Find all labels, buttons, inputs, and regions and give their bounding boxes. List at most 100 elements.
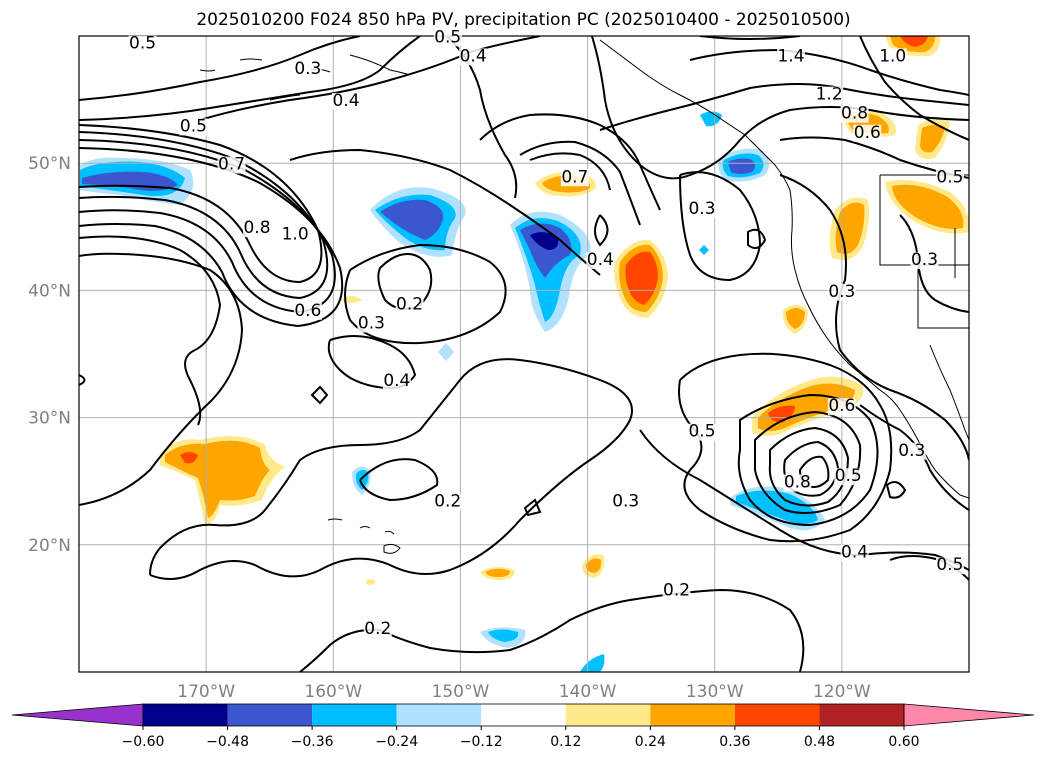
contour-label: 0.3 — [898, 441, 925, 461]
map-frame — [78, 35, 970, 673]
contour-label: 0.8 — [784, 473, 811, 493]
contour-label: 0.4 — [383, 371, 410, 391]
colorbar-segment — [819, 704, 904, 726]
latitude-labels: 20°N 30°N 40°N 50°N — [28, 154, 71, 556]
contour-label: 0.4 — [332, 91, 359, 111]
pv-contour — [79, 124, 323, 284]
contour-label: 0.5 — [434, 27, 461, 47]
contour-label: 0.2 — [364, 619, 391, 639]
contour-label-bg — [382, 372, 411, 390]
pv-contour — [859, 36, 969, 141]
precip-area — [380, 199, 444, 240]
colorbar-tick-label: −0.12 — [460, 734, 503, 750]
pv-contour — [768, 426, 850, 507]
contour-label-bg — [878, 48, 907, 66]
pv-contour — [679, 171, 762, 282]
contour-label: 0.5 — [936, 167, 963, 187]
precip-area — [580, 654, 605, 672]
contour-label-bg — [827, 283, 856, 301]
contour-label: 0.3 — [828, 282, 855, 302]
pv-contour — [344, 243, 507, 345]
pv-contour — [359, 458, 439, 502]
colorbar-segment — [565, 704, 651, 726]
contour-label-bg — [834, 468, 863, 486]
pv-contour — [310, 385, 329, 405]
contour-label: 0.6 — [294, 301, 321, 321]
pv-contour — [678, 352, 893, 543]
pv-contour — [479, 113, 661, 211]
pv-contour — [79, 131, 329, 300]
colorbar-segment — [650, 704, 735, 726]
coastline-path — [599, 39, 969, 499]
pv-contour — [590, 36, 969, 180]
contour-label-bg — [611, 493, 640, 511]
contour-label-bg — [293, 61, 322, 79]
pv-contour — [899, 214, 969, 313]
contour-label: 0.3 — [294, 59, 321, 79]
figure-title: 2025010200 F024 850 hPa PV, precipitatio… — [196, 10, 851, 30]
precip-area — [530, 232, 559, 250]
contour-label-bg — [897, 442, 926, 460]
precip-area — [728, 158, 755, 174]
lon-tick-label: 140°W — [559, 682, 617, 702]
contour-label-bg — [560, 169, 589, 187]
colorbar-tick-label: 0.48 — [804, 734, 835, 750]
contour-label-bg — [217, 156, 246, 174]
contour-label: 0.5 — [180, 116, 207, 136]
contour-label-bg — [783, 474, 812, 492]
contour-label-bg — [853, 124, 882, 142]
contour-label: 1.4 — [777, 46, 804, 66]
precip-area — [736, 490, 818, 524]
contour-label: 0.7 — [561, 167, 588, 187]
contour-label-bg — [910, 251, 939, 269]
contour-label-bg — [688, 201, 716, 219]
contour-label: 0.2 — [434, 492, 461, 512]
colorbar-tick-label: 0.24 — [635, 734, 666, 750]
colorbar-tick-label: 0.12 — [550, 734, 581, 750]
contour-label: 1.0 — [282, 225, 309, 245]
colorbar: −0.60 −0.48 −0.36 −0.24 −0.12 0.12 0.24 0.36 0.4… — [11, 703, 1035, 750]
contour-label: 0.7 — [218, 155, 245, 175]
pv-contour — [79, 235, 222, 426]
colorbar-tick-label: 0.36 — [719, 734, 750, 750]
pv-contour — [529, 152, 611, 191]
pv-contour — [779, 174, 969, 461]
contour-label-bg — [243, 220, 271, 238]
precip-area — [488, 629, 519, 642]
pv-contour — [523, 498, 542, 517]
contour-label: 0.5 — [688, 422, 715, 442]
coastline-path — [199, 54, 411, 101]
contour-label-bg — [433, 493, 462, 511]
contour-label: 0.4 — [587, 250, 614, 270]
precip-area — [699, 245, 709, 255]
contour-labels: 0.5 0.3 0.4 0.5 0.7 0.8 1.0 0.6 0.2 0.3 0.4 0.5 0.4 0… — [128, 27, 964, 639]
contour-label-bg — [179, 118, 208, 136]
contour-label: 0.3 — [358, 314, 385, 334]
contour-label: 0.5 — [129, 34, 156, 54]
colorbar-segment — [734, 704, 820, 726]
colorbar-border — [142, 703, 905, 727]
contour-label-bg — [662, 582, 691, 600]
contour-label: 0.2 — [663, 581, 690, 601]
pv-contour — [594, 214, 609, 247]
colorbar-tick-label: −0.36 — [291, 734, 334, 750]
contour-label: 1.0 — [879, 46, 906, 66]
contour-label-bg — [815, 86, 844, 104]
longitude-labels: 170°W 160°W 150°W 140°W 130°W 120°W — [177, 682, 871, 702]
colorbar-segment — [481, 704, 566, 726]
contour-label-bg — [363, 620, 392, 638]
map-panel — [79, 36, 969, 672]
pv-contour — [519, 140, 641, 226]
contour-label-bg — [357, 315, 386, 333]
coastline-path — [327, 518, 401, 554]
colorbar-tick-label: −0.48 — [206, 734, 249, 750]
contour-label-bg — [935, 169, 964, 187]
coastline-path — [929, 344, 969, 441]
contour-label-bg — [293, 302, 322, 320]
pv-contour — [885, 480, 907, 499]
contour-label-bg — [281, 226, 310, 244]
contour-label-bg — [128, 35, 157, 53]
colorbar-extend-high — [903, 703, 1035, 727]
contour-label-bg — [395, 296, 424, 314]
precip-area — [700, 111, 722, 127]
